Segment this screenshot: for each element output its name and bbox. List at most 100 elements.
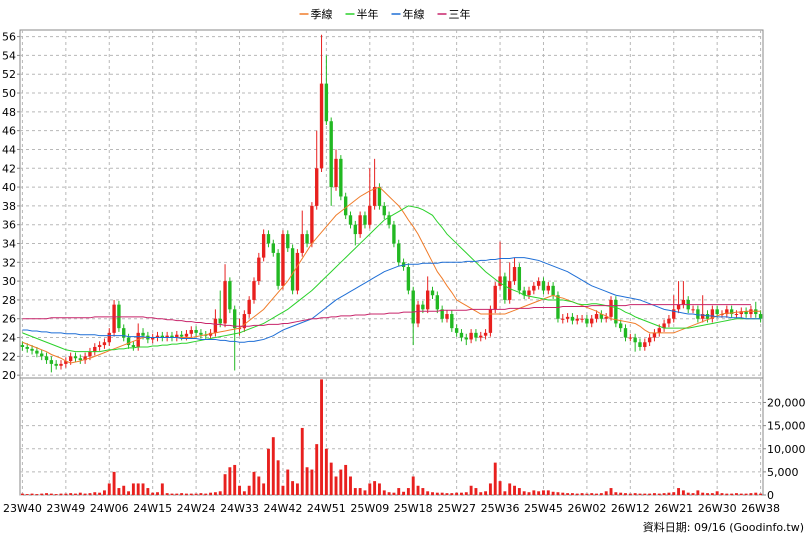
candle-body (406, 267, 411, 291)
volume-bar (329, 462, 333, 495)
candle-body (175, 334, 179, 338)
y-tick-label: 22 (2, 350, 16, 363)
volume-bar (315, 444, 319, 495)
volume-bar (710, 493, 714, 495)
candle-body (35, 350, 39, 354)
volume-bar (431, 492, 434, 495)
volume-bar (69, 493, 73, 495)
volume-bar (373, 481, 377, 495)
volume-bar (93, 492, 97, 495)
candle-body (88, 351, 92, 357)
candle-body (483, 332, 488, 336)
candle-body (348, 215, 353, 225)
volume-bar (54, 494, 58, 495)
candle-body (40, 353, 44, 357)
x-tick-label: 26W38 (741, 502, 780, 515)
candle-body (286, 234, 290, 249)
volume-bar (281, 485, 285, 495)
volume-bar (185, 493, 188, 495)
volume-bar (469, 485, 473, 495)
volume-bar (561, 492, 565, 495)
candle-body (647, 337, 652, 343)
volume-tick-label: 0 (767, 489, 774, 502)
ma-line (22, 257, 761, 343)
volume-bar (479, 492, 483, 495)
candle-body (155, 335, 160, 338)
candle-body (223, 281, 227, 324)
candle-body (541, 281, 546, 291)
volume-bar (252, 471, 256, 495)
volume-bar (276, 460, 280, 495)
candle-body (508, 281, 512, 300)
candle-body (179, 334, 184, 337)
volume-bar (98, 492, 102, 495)
volume-bar (556, 492, 560, 495)
candle-body (131, 345, 136, 347)
volume-bar (271, 437, 275, 495)
legend-label: 三年 (449, 7, 471, 21)
candle-body (498, 276, 502, 286)
volume-bar (749, 493, 753, 495)
volume-bar (247, 485, 251, 495)
volume-bar (170, 493, 174, 495)
volume-bar (127, 491, 131, 495)
candle-body (522, 290, 526, 296)
volume-bar (513, 485, 516, 495)
y-tick-label: 40 (2, 181, 16, 194)
candle-body (676, 304, 681, 310)
candle-body (387, 215, 391, 225)
candle-body (643, 342, 647, 347)
candle-body (454, 328, 459, 333)
candle-body (459, 332, 464, 338)
candle-body (397, 243, 401, 263)
y-tick-label: 48 (2, 106, 16, 119)
candle-body (580, 318, 584, 320)
volume-bar (257, 476, 261, 495)
volume-bar (720, 493, 724, 495)
volume-bar (421, 488, 425, 495)
candle-body (416, 304, 420, 324)
candle-body (189, 330, 193, 334)
candle-body (252, 281, 256, 300)
volume-bar (542, 490, 545, 495)
volume-bar (551, 491, 555, 495)
candle-body (609, 299, 613, 317)
y-tick-label: 36 (2, 219, 16, 232)
volume-bar (652, 493, 656, 495)
candle-body (725, 309, 729, 315)
candle-body (585, 318, 589, 324)
legend-label: 半年 (357, 7, 379, 21)
source-note: 資料日期: 09/16 (Goodinfo.tw) (643, 520, 804, 534)
volume-bar (435, 492, 439, 495)
y-tick-label: 52 (2, 68, 16, 81)
candle-body (49, 360, 54, 364)
candle-body (54, 363, 58, 366)
candle-body (300, 234, 304, 253)
x-tick-label: 25W18 (394, 502, 433, 515)
volume-bar (199, 493, 203, 495)
candle-body (729, 309, 734, 315)
candle-body (440, 309, 444, 319)
candle-body (652, 332, 657, 338)
volume-bar (286, 469, 290, 495)
volume-tick-label: 15,000 (767, 420, 806, 433)
candle-body (315, 168, 319, 206)
volume-bar (320, 379, 323, 495)
candle-body (194, 330, 198, 333)
volume-bar (672, 492, 676, 495)
y-tick-label: 50 (2, 87, 16, 100)
volume-bar (580, 493, 584, 495)
y-tick-label: 38 (2, 200, 16, 213)
y-tick-label: 32 (2, 256, 16, 269)
candle-body (368, 205, 372, 225)
volume-bar (527, 492, 531, 495)
y-tick-label: 42 (2, 162, 16, 175)
volume-bar (324, 448, 328, 495)
volume-bar (334, 476, 338, 495)
candle-body (445, 314, 449, 319)
candle-body (570, 316, 575, 321)
volume-bar (349, 476, 352, 495)
candle-body (353, 224, 358, 235)
x-tick-label: 25W27 (437, 502, 476, 515)
